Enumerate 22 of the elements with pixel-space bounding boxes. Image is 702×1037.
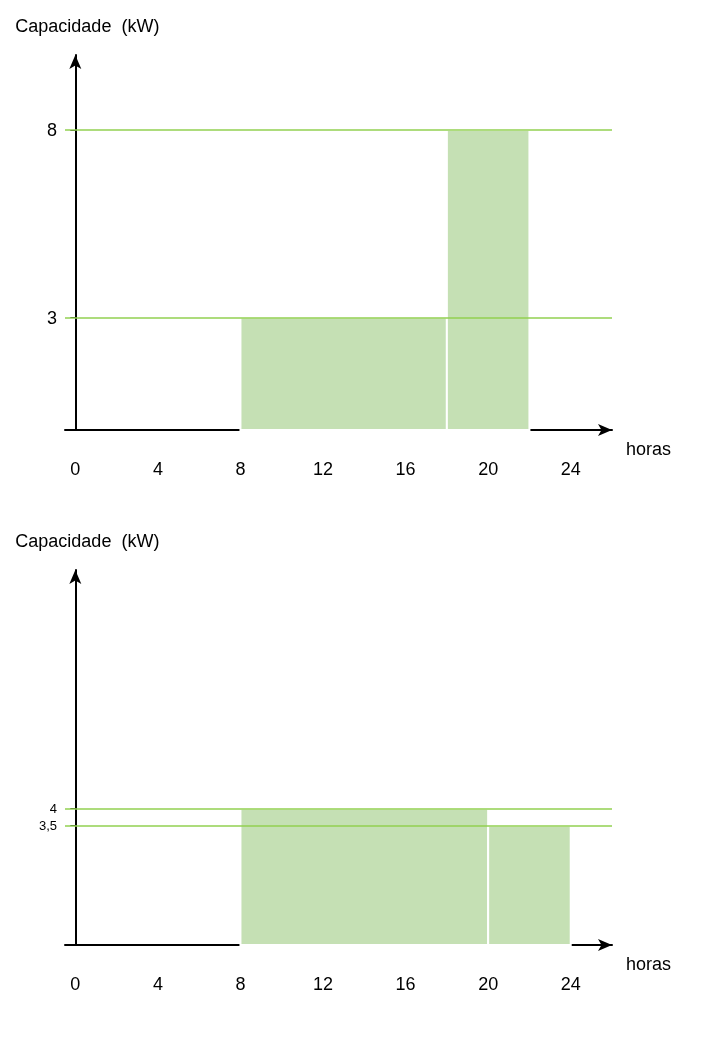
x-tick-label: 20 [478,459,499,479]
y-tick-label: 4 [49,801,57,817]
x-axis-title: horas [626,954,672,974]
x-tick-label: 0 [70,459,81,479]
y-tick-label: 8 [46,120,57,140]
x-tick-label: 8 [235,459,246,479]
x-tick-label: 16 [395,459,416,479]
x-tick-label: 4 [152,459,163,479]
x-tick-label: 20 [478,974,499,994]
y-tick-label: 3 [46,307,57,328]
y-axis-title: Capacidade (kW) [15,16,160,36]
x-tick-label: 8 [235,974,246,994]
y-tick-label: 3,5 [38,818,57,834]
x-tick-label: 12 [313,459,334,479]
x-tick-label: 12 [313,974,334,994]
y-axis-title: Capacidade (kW) [15,531,160,551]
x-tick-label: 16 [395,974,416,994]
x-tick-label: 4 [152,974,163,994]
x-tick-label: 0 [70,974,81,994]
x-tick-label: 24 [560,459,581,479]
x-axis-title: horas [626,439,672,459]
x-tick-label: 24 [560,974,581,994]
